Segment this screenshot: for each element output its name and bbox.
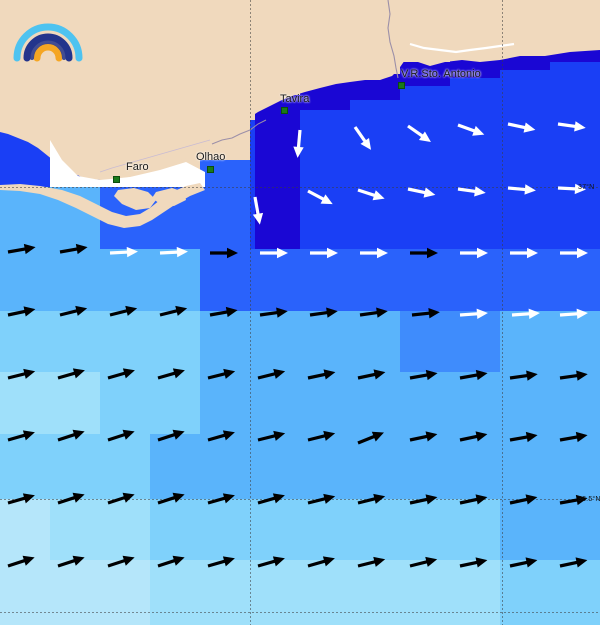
grid-cell <box>250 499 500 560</box>
grid-cell <box>450 58 500 78</box>
grid-cell <box>0 434 150 499</box>
grid-cell <box>0 187 50 249</box>
grid-cell <box>400 86 450 249</box>
grid-cell <box>500 70 550 249</box>
city-marker-dot[interactable] <box>398 82 405 89</box>
city-label: Tavira <box>280 93 310 105</box>
grid-cell <box>200 160 250 249</box>
rainbow-logo[interactable] <box>12 14 84 62</box>
gridline-vertical <box>250 0 251 625</box>
rainbow-arc-outer <box>13 23 83 62</box>
gridline-horizontal <box>0 499 600 500</box>
grid-cell <box>250 560 500 625</box>
grid-cell <box>200 249 400 311</box>
grid-cell <box>100 372 200 434</box>
coastline-ria-channels <box>99 139 211 173</box>
grid-cell <box>150 434 600 499</box>
city-label: Faro <box>126 161 149 173</box>
city-marker-dot[interactable] <box>113 176 120 183</box>
lagoon-islet-a <box>114 188 156 210</box>
grid-cell <box>350 100 400 249</box>
grid-cell <box>500 311 600 372</box>
grid-cell <box>150 499 250 560</box>
city-marker-dot[interactable] <box>207 166 214 173</box>
gridline-horizontal <box>0 612 600 613</box>
lagoon-islet-b <box>152 188 186 206</box>
nodata-wedge <box>50 140 205 187</box>
grid-cell <box>0 560 150 625</box>
grid-cell <box>400 62 450 86</box>
latitude-label: 36.5°N <box>578 496 600 503</box>
grid-cell <box>500 499 600 560</box>
gridline-vertical <box>502 0 503 625</box>
city-label: Olhao <box>196 151 226 163</box>
latitude-label: 37°N <box>578 184 595 191</box>
coastline-inlet-detail <box>211 119 267 145</box>
grid-cell <box>50 499 150 560</box>
grid-cell <box>500 560 600 625</box>
grid-cell <box>200 311 400 372</box>
rainbow-arc-accent <box>30 40 66 60</box>
grid-cell <box>300 110 350 249</box>
grid-cell <box>200 372 600 434</box>
land-polygon <box>0 0 600 180</box>
city-marker-dot[interactable] <box>281 107 288 114</box>
coastline-spit-east <box>409 42 515 54</box>
grid-cell <box>150 560 250 625</box>
rainbow-arc-middle <box>23 33 73 62</box>
barrier-island-west <box>0 183 205 228</box>
city-label: V.R.Sto. Antonio <box>401 68 481 80</box>
grid-cell <box>0 249 200 311</box>
coastline-river-guadiana <box>387 0 399 79</box>
grid-cell <box>400 249 600 311</box>
gridline-horizontal <box>0 187 600 188</box>
rainbow-arc-inner <box>33 43 63 62</box>
grid-cell <box>0 499 50 560</box>
grid-cell <box>0 311 200 372</box>
grid-cell <box>400 311 500 372</box>
grid-cell <box>0 372 100 434</box>
grid-cell <box>500 54 550 70</box>
grid-cell <box>550 62 600 249</box>
grid-cell <box>450 78 500 249</box>
